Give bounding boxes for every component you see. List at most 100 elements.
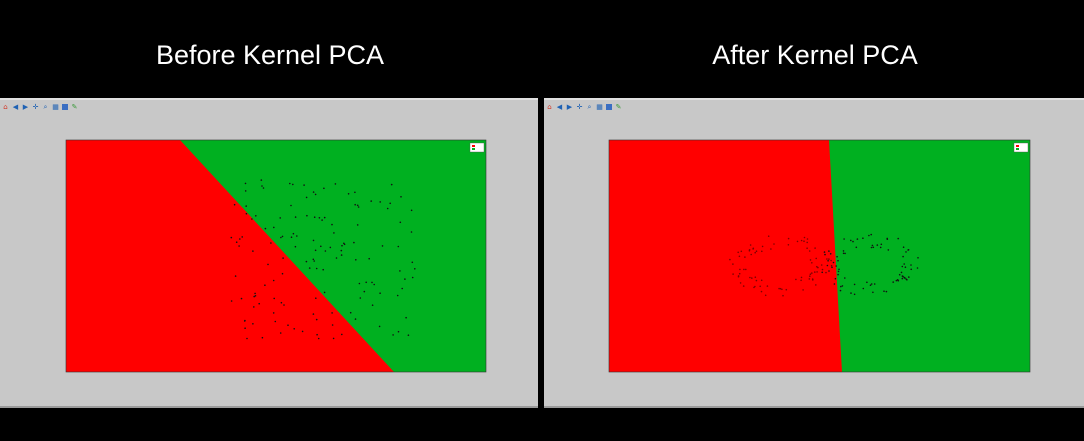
- data-point: [379, 292, 381, 294]
- data-point: [386, 207, 389, 210]
- data-point: [354, 318, 357, 320]
- data-point: [738, 255, 741, 258]
- data-point: [244, 182, 247, 185]
- plot-toolbar: ⌂ ◀ ▶ ✛ ⌕ ▦ ✎: [546, 102, 622, 112]
- data-point: [855, 246, 858, 249]
- data-point: [838, 268, 840, 271]
- data-point: [371, 304, 374, 306]
- subplots-icon[interactable]: ▦: [596, 102, 603, 111]
- home-icon[interactable]: ⌂: [3, 102, 8, 111]
- data-point: [267, 263, 269, 266]
- data-point: [829, 253, 832, 255]
- data-point: [800, 239, 803, 242]
- back-arrow-icon[interactable]: ◀: [12, 102, 19, 111]
- data-point: [239, 238, 241, 240]
- data-point: [802, 289, 804, 291]
- data-point: [823, 251, 826, 253]
- pan-icon[interactable]: ✛: [576, 102, 583, 111]
- edit-icon[interactable]: ✎: [615, 102, 622, 111]
- data-point: [902, 246, 905, 248]
- data-point: [826, 258, 828, 260]
- data-point: [753, 286, 755, 289]
- data-point: [289, 182, 291, 185]
- data-point: [243, 320, 246, 322]
- data-point: [743, 268, 745, 271]
- data-point: [399, 221, 402, 224]
- data-point: [809, 259, 812, 261]
- data-point: [749, 244, 752, 246]
- forward-arrow-icon[interactable]: ▶: [566, 102, 573, 111]
- data-point: [748, 249, 751, 251]
- data-point: [852, 240, 854, 243]
- data-point: [274, 320, 277, 323]
- data-point: [900, 271, 903, 274]
- data-point: [290, 204, 292, 207]
- data-point: [312, 313, 315, 315]
- data-point: [253, 295, 255, 298]
- data-point: [381, 245, 384, 247]
- data-point: [323, 187, 325, 190]
- data-point: [767, 235, 770, 237]
- data-point: [260, 179, 263, 181]
- data-point: [230, 236, 233, 239]
- data-point: [749, 276, 751, 279]
- data-point: [240, 297, 243, 300]
- edit-icon[interactable]: ✎: [71, 102, 78, 111]
- data-point: [760, 279, 763, 282]
- data-point: [340, 249, 343, 252]
- save-icon[interactable]: [606, 104, 612, 110]
- data-point: [273, 297, 276, 300]
- zoom-icon[interactable]: ⌕: [587, 102, 592, 111]
- data-point: [759, 285, 761, 288]
- data-point: [233, 203, 236, 206]
- data-point: [809, 273, 812, 275]
- data-point: [392, 334, 394, 336]
- data-point: [853, 293, 856, 296]
- data-point: [853, 283, 856, 286]
- legend-box: [1013, 142, 1029, 153]
- forward-arrow-icon[interactable]: ▶: [22, 102, 29, 111]
- data-point: [844, 277, 846, 279]
- data-point: [817, 266, 819, 269]
- data-point: [324, 250, 327, 252]
- data-point: [809, 275, 811, 277]
- home-icon[interactable]: ⌂: [547, 102, 552, 111]
- data-point: [332, 337, 335, 340]
- data-point: [862, 237, 864, 239]
- data-point: [828, 270, 830, 272]
- data-point: [405, 316, 407, 319]
- data-point: [862, 287, 865, 290]
- data-point: [414, 268, 416, 270]
- data-point: [411, 261, 414, 264]
- data-point: [842, 252, 845, 255]
- data-point: [850, 292, 852, 294]
- data-point: [378, 325, 381, 328]
- back-arrow-icon[interactable]: ◀: [556, 102, 563, 111]
- data-point: [340, 254, 343, 256]
- data-point: [313, 216, 316, 218]
- save-icon[interactable]: [62, 104, 68, 110]
- legend-marker-0: [1016, 145, 1019, 147]
- data-point: [751, 277, 753, 279]
- data-point: [903, 263, 905, 265]
- data-point: [292, 232, 295, 235]
- data-point: [887, 249, 890, 251]
- data-point: [840, 285, 842, 288]
- data-point: [831, 266, 833, 269]
- data-point: [390, 183, 393, 186]
- data-point: [885, 290, 888, 293]
- zoom-icon[interactable]: ⌕: [43, 102, 48, 111]
- data-point: [837, 270, 840, 273]
- data-point: [815, 284, 817, 286]
- subplots-icon[interactable]: ▦: [52, 102, 59, 111]
- data-point: [341, 244, 343, 247]
- data-point: [315, 318, 318, 321]
- data-point: [839, 289, 842, 292]
- data-points: [230, 179, 416, 340]
- data-point: [904, 277, 906, 279]
- pan-icon[interactable]: ✛: [32, 102, 39, 111]
- data-point: [907, 249, 910, 251]
- data-point: [305, 260, 308, 263]
- chart-before: [65, 139, 487, 373]
- data-point: [873, 283, 876, 285]
